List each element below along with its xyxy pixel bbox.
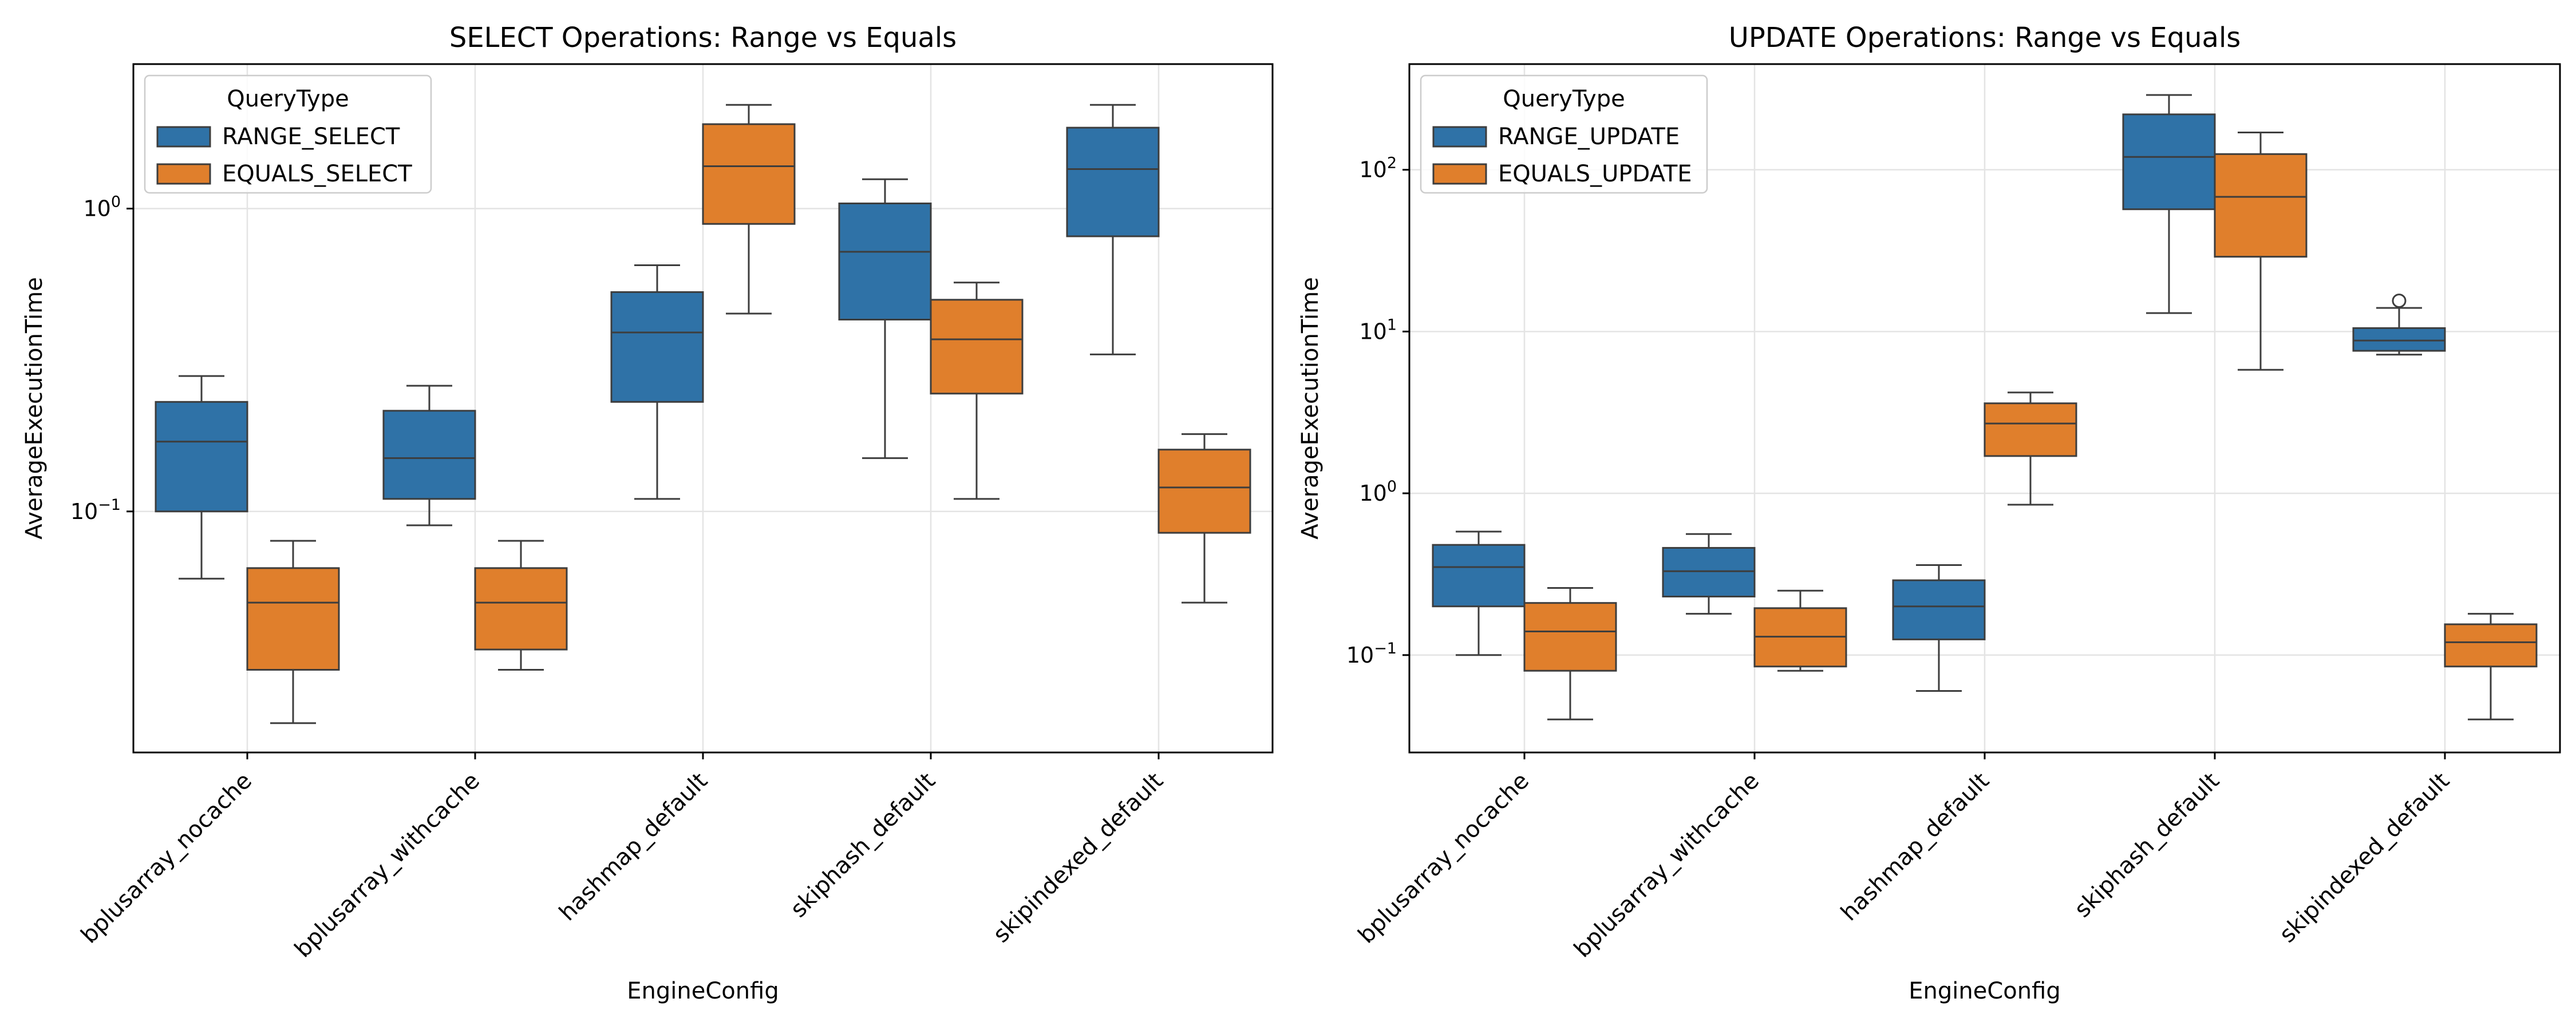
legend-label: RANGE_SELECT [222,124,400,150]
y-tick-label: 100 [83,193,121,221]
box-iqr [1432,544,1526,608]
box-equals-select-bplusarray-withcache [474,540,568,671]
x-tick-label: bplusarray_nocache [1353,768,1534,949]
box-equals-update-bplusarray-nocache [1523,587,1617,720]
box-range-select-bplusarray-withcache [382,385,476,526]
box-equals-select-skiphash-default [930,282,1024,500]
legend-swatch [156,163,211,185]
box-iqr [1157,449,1251,534]
legend: QueryType RANGE_UPDATE EQUALS_UPDATE [1420,74,1708,194]
legend-frame [1420,74,1708,194]
y-tick-exponent: −1 [1374,640,1397,657]
x-tick-label: skipindexed_default [988,768,1168,948]
legend-swatch [1432,126,1487,148]
box-equals-select-skipindexed-default [1157,433,1251,604]
legend-title: QueryType [1503,86,1625,112]
box-equals-select-hashmap-default [702,104,796,315]
outlier-point [2392,294,2407,308]
box-range-select-bplusarray-nocache [155,375,248,580]
box-iqr [474,567,568,651]
x-axis-label: EngineConfig [627,978,779,1004]
box-iqr [1066,126,1160,237]
box-iqr [1662,546,1756,598]
box-iqr [838,203,932,321]
legend-label: RANGE_UPDATE [1498,124,1680,150]
y-tick-label: 100 [1359,478,1397,506]
box-range-update-skiphash-default [2122,94,2216,314]
box-equals-update-bplusarray-withcache [1753,589,1847,672]
box-iqr [702,123,796,225]
legend-frame [144,74,432,194]
box-equals-update-skipindexed-default [2444,613,2538,720]
y-tick-label: 102 [1359,154,1397,183]
box-range-update-bplusarray-nocache [1432,530,1526,656]
y-tick-exponent: 2 [1387,154,1397,172]
box-iqr [2122,113,2216,211]
x-tick-label: hashmap_default [1836,768,1994,926]
chart-title: UPDATE Operations: Range vs Equals [1729,22,2241,54]
box-equals-update-hashmap-default [1984,391,2077,506]
legend-label: EQUALS_SELECT [222,161,412,187]
y-tick-exponent: −1 [98,496,121,514]
box-iqr [2352,327,2446,352]
box-range-update-skipindexed-default [2352,294,2446,356]
x-tick-label: skiphash_default [785,768,941,923]
box-range-select-skiphash-default [838,178,932,459]
box-iqr [930,299,1024,395]
chart-title: SELECT Operations: Range vs Equals [449,22,957,54]
y-tick-exponent: 1 [1387,316,1397,334]
x-tick-label: skiphash_default [2069,768,2225,923]
box-iqr [1984,402,2077,457]
y-axis-label: AverageExecutionTime [21,277,48,539]
legend-title: QueryType [227,86,349,112]
box-iqr [2214,153,2308,258]
box-iqr [155,401,248,513]
y-tick-label: 10−1 [1346,640,1397,668]
y-axis-label: AverageExecutionTime [1297,277,1323,539]
y-tick-base: 10 [83,196,110,221]
y-tick-base: 10 [70,499,98,524]
box-range-update-hashmap-default [1892,564,1986,692]
box-iqr [382,410,476,500]
y-tick-base: 10 [1359,157,1386,183]
box-range-select-hashmap-default [610,264,704,500]
box-equals-update-skiphash-default [2214,132,2308,371]
y-tick-label: 101 [1359,316,1397,344]
box-iqr [246,567,340,671]
y-tick-exponent: 0 [111,193,121,211]
box-range-update-bplusarray-withcache [1662,533,1756,615]
box-equals-select-bplusarray-nocache [246,540,340,724]
x-tick-label: skipindexed_default [2274,768,2455,948]
box-iqr [610,291,704,403]
x-tick-label: bplusarray_withcache [1569,768,1764,963]
y-tick-label: 10−1 [70,496,121,524]
legend-swatch [156,126,211,148]
x-axis-label: EngineConfig [1909,978,2060,1004]
y-tick-base: 10 [1346,643,1374,668]
y-tick-exponent: 0 [1387,478,1397,496]
x-tick-label: bplusarray_nocache [76,768,257,949]
x-tick-label: hashmap_default [554,768,713,926]
legend-label: EQUALS_UPDATE [1498,161,1692,187]
x-tick-label: bplusarray_withcache [290,768,485,963]
box-iqr [2444,623,2538,668]
legend: QueryType RANGE_SELECT EQUALS_SELECT [144,74,432,194]
legend-swatch [1432,163,1487,185]
box-range-select-skipindexed-default [1066,104,1160,355]
y-tick-base: 10 [1359,481,1386,506]
box-iqr [1892,579,1986,640]
y-tick-base: 10 [1359,319,1386,344]
box-iqr [1523,602,1617,672]
